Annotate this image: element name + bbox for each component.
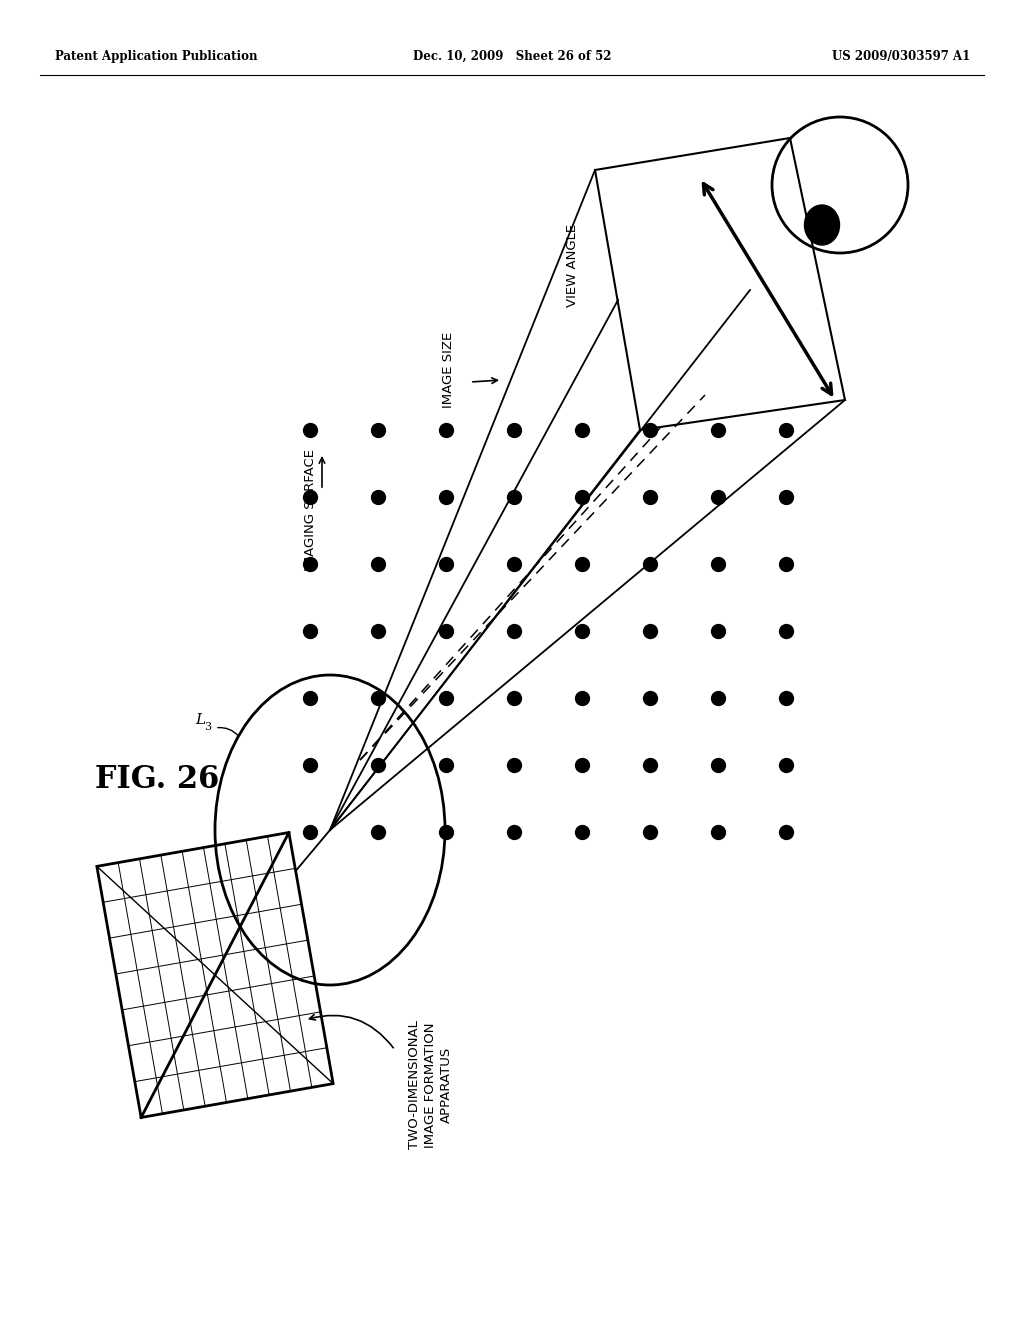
Text: US 2009/0303597 A1: US 2009/0303597 A1 — [831, 50, 970, 63]
Text: VIEW ANGLE: VIEW ANGLE — [565, 223, 579, 306]
Text: Dec. 10, 2009   Sheet 26 of 52: Dec. 10, 2009 Sheet 26 of 52 — [413, 50, 611, 63]
Text: IMAGING SURFACE: IMAGING SURFACE — [303, 449, 316, 572]
Text: TWO-DIMENSIONAL
IMAGE FORMATION
APPARATUS: TWO-DIMENSIONAL IMAGE FORMATION APPARATU… — [408, 1020, 453, 1150]
Text: FIG. 26: FIG. 26 — [95, 764, 219, 796]
Ellipse shape — [805, 205, 840, 246]
Text: Patent Application Publication: Patent Application Publication — [55, 50, 257, 63]
Polygon shape — [97, 833, 333, 1118]
Text: 3: 3 — [204, 722, 211, 733]
Text: L: L — [195, 713, 205, 727]
Text: IMAGE SIZE: IMAGE SIZE — [441, 331, 455, 408]
